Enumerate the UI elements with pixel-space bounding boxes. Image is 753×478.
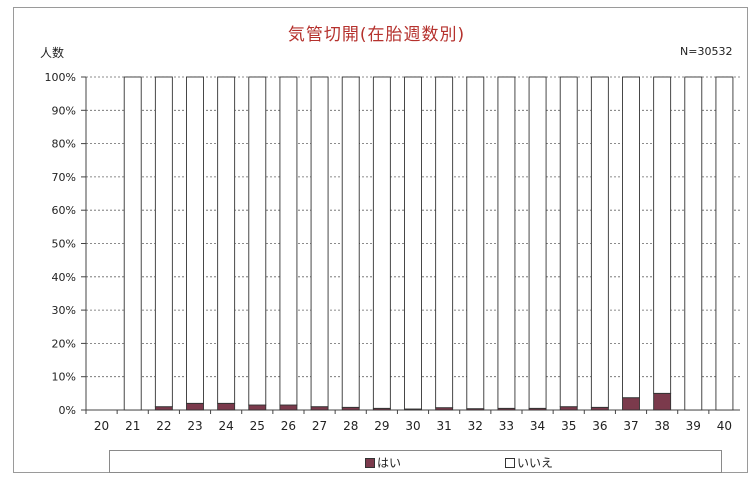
- bar-segment-yes: [186, 402, 204, 411]
- y-tick-label: 40%: [52, 271, 76, 284]
- x-tick-label: 30: [405, 419, 420, 433]
- bar-segment-yes: [154, 406, 173, 411]
- bar-segment-no: [715, 76, 734, 411]
- legend: はい いいえ: [109, 450, 722, 473]
- bar-segment-yes: [217, 402, 236, 411]
- bar-segment-no: [217, 76, 236, 404]
- bar-segment-no: [279, 76, 298, 406]
- bar-segment-no: [435, 76, 454, 409]
- x-tick-label: 20: [94, 419, 109, 433]
- bar-segment-yes: [248, 404, 267, 411]
- bar-segment-yes: [559, 406, 578, 411]
- chart-title: 気管切開(在胎週数別): [287, 25, 466, 45]
- y-axis-label: 人数: [40, 46, 65, 60]
- x-tick-label: 24: [219, 419, 234, 433]
- legend-item-yes: はい: [365, 454, 401, 471]
- x-tick-label: 22: [156, 419, 171, 433]
- bar-segment-no: [186, 76, 204, 404]
- x-tick-label: 23: [187, 419, 202, 433]
- bar-segment-yes: [310, 406, 329, 411]
- x-tick-label: 26: [281, 419, 296, 433]
- x-tick-label: 34: [530, 419, 545, 433]
- x-tick-label: 21: [125, 419, 140, 433]
- x-tick-label: 25: [250, 419, 265, 433]
- legend-label-yes: はい: [377, 456, 402, 470]
- bar-segment-no: [684, 76, 703, 411]
- bar-segment-no: [653, 76, 672, 394]
- legend-label-no: いいえ: [517, 456, 554, 470]
- legend-swatch-yes: [365, 457, 375, 468]
- bar-segment-no: [248, 76, 267, 406]
- bar-segment-no: [528, 76, 547, 409]
- y-tick-label: 30%: [52, 304, 76, 317]
- bar-segment-no: [404, 76, 422, 410]
- bar-segment-yes: [279, 404, 298, 411]
- bar-segment-yes: [653, 392, 672, 411]
- x-tick-label: 32: [468, 419, 483, 433]
- x-tick-label: 39: [686, 419, 701, 433]
- y-tick-label: 100%: [45, 71, 76, 84]
- x-tick-label: 33: [499, 419, 514, 433]
- y-tick-label: 20%: [52, 337, 76, 350]
- bar-segment-no: [372, 76, 391, 409]
- bar-segment-yes: [622, 397, 640, 411]
- bar-segment-no: [590, 76, 609, 408]
- x-tick-label: 40: [717, 419, 732, 433]
- bar-segment-no: [622, 76, 640, 399]
- y-tick-label: 90%: [52, 104, 76, 117]
- legend-swatch-no: [505, 457, 515, 468]
- y-tick-label: 0%: [59, 404, 76, 417]
- bar-segment-no: [559, 76, 578, 408]
- x-tick-label: 28: [343, 419, 358, 433]
- y-tick-label: 50%: [52, 238, 76, 251]
- x-tick-label: 38: [655, 419, 670, 433]
- sample-size-label: N=30532: [680, 45, 733, 58]
- x-tick-label: 37: [623, 419, 638, 433]
- x-tick-label: 29: [374, 419, 389, 433]
- bar-segment-no: [123, 76, 142, 411]
- y-tick-label: 70%: [52, 171, 76, 184]
- bar-segment-no: [466, 76, 485, 410]
- x-tick-label: 31: [437, 419, 452, 433]
- y-tick-label: 10%: [52, 371, 76, 384]
- y-tick-label: 80%: [52, 138, 76, 151]
- bar-segment-no: [497, 76, 516, 409]
- bar-segment-no: [310, 76, 329, 408]
- x-tick-label: 27: [312, 419, 327, 433]
- y-tick-label: 60%: [52, 204, 76, 217]
- x-tick-label: 36: [592, 419, 607, 433]
- bar-segment-no: [154, 76, 173, 408]
- legend-item-no: いいえ: [505, 454, 553, 471]
- bar-segment-no: [341, 76, 360, 408]
- x-tick-label: 35: [561, 419, 576, 433]
